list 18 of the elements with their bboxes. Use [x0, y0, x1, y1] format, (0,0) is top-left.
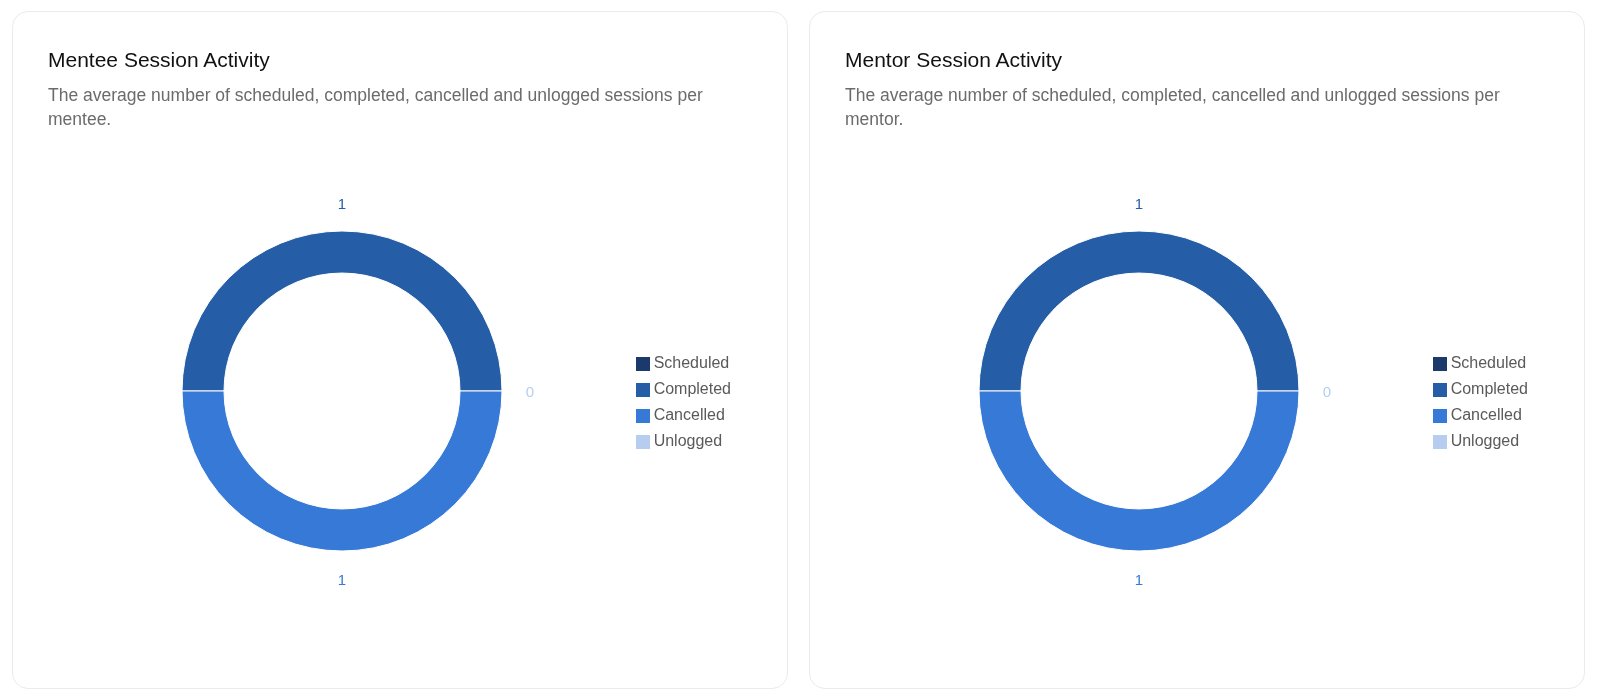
data-label: 1 — [1134, 194, 1144, 212]
chart-subtitle: The average number of scheduled, completed, cancelled and unlogged sessions per mentee. — [48, 85, 703, 129]
legend-label: Cancelled — [1450, 406, 1522, 423]
legend-label: Completed — [653, 380, 731, 397]
text: 0 — [1322, 382, 1332, 400]
legend-label: Completed — [1450, 380, 1528, 397]
legend-label: Unlogged — [1450, 432, 1520, 449]
legend-label: Unlogged — [653, 432, 723, 449]
text: 0 — [525, 382, 535, 400]
chart-subtitle: The average number of scheduled, completed, cancelled and unlogged sessions per mentor. — [845, 85, 1500, 129]
legend-label: Scheduled — [653, 354, 730, 371]
legend-label: Cancelled — [653, 406, 725, 423]
data-label: 1 — [337, 570, 347, 588]
chart-title: Mentee Session Activity — [48, 48, 270, 71]
chart-title: Mentor Session Activity — [845, 48, 1063, 71]
data-label: 1 — [337, 194, 347, 212]
data-label: 1 — [1134, 570, 1144, 588]
legend-label: Scheduled — [1450, 354, 1527, 371]
